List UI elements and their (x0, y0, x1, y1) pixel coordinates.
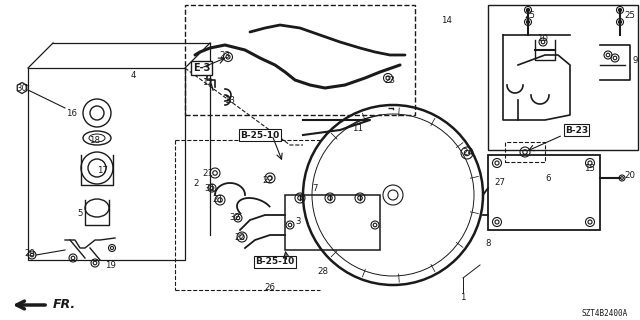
Text: 22: 22 (262, 175, 273, 185)
Bar (488, 5, 638, 150)
Text: 24: 24 (463, 148, 474, 156)
Text: 4: 4 (131, 70, 136, 79)
Text: 30: 30 (17, 84, 28, 92)
Text: 17: 17 (97, 165, 109, 174)
Text: 23: 23 (220, 51, 230, 60)
Text: 19: 19 (104, 260, 115, 269)
Text: B-25-10: B-25-10 (240, 131, 279, 140)
Bar (488, 155, 600, 230)
Text: 21: 21 (202, 169, 214, 178)
Text: 21: 21 (212, 196, 223, 204)
Text: 3: 3 (295, 218, 301, 227)
Text: 26: 26 (264, 283, 275, 292)
Text: 23: 23 (385, 76, 396, 84)
Text: 22: 22 (234, 233, 246, 242)
Text: 8: 8 (485, 238, 491, 247)
Text: 31: 31 (205, 183, 216, 193)
Text: 2: 2 (193, 179, 199, 188)
Text: E-3: E-3 (193, 63, 211, 73)
Bar (185, 5, 415, 115)
Text: 1: 1 (460, 293, 466, 302)
Text: 20: 20 (625, 171, 636, 180)
Text: 10: 10 (538, 34, 548, 43)
Text: 18: 18 (90, 135, 100, 145)
Text: 12: 12 (202, 77, 214, 86)
Text: B-23: B-23 (565, 125, 588, 134)
Text: 27: 27 (495, 178, 506, 187)
Bar (285, 195, 380, 250)
Text: 16: 16 (67, 108, 77, 117)
Text: 25: 25 (625, 11, 636, 20)
Text: FR.: FR. (53, 299, 76, 311)
Text: 28: 28 (317, 268, 328, 276)
Text: 32: 32 (230, 213, 241, 222)
Text: 13: 13 (225, 95, 236, 105)
Text: B-25-10: B-25-10 (255, 258, 294, 267)
Bar (28, 68, 185, 260)
Text: 25: 25 (525, 11, 536, 20)
Text: 6: 6 (545, 173, 551, 182)
Text: 5: 5 (77, 209, 83, 218)
Text: 15: 15 (584, 164, 595, 172)
Text: 11: 11 (353, 124, 364, 132)
Bar (505, 142, 545, 162)
Text: SZT4B2400A: SZT4B2400A (582, 308, 628, 317)
Text: 7: 7 (312, 183, 317, 193)
Text: 14: 14 (442, 15, 452, 25)
Text: 9: 9 (632, 55, 637, 65)
Text: 29: 29 (24, 249, 35, 258)
